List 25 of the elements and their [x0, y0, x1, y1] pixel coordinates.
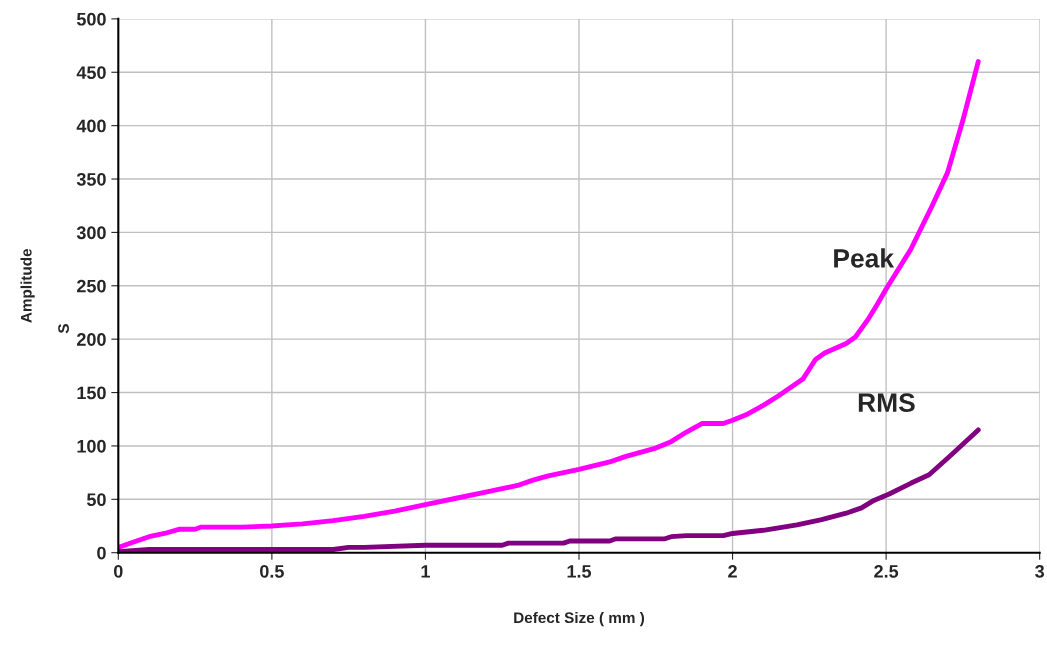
y-axis-title: Amplitude — [20, 248, 35, 323]
y-tick-label: 500 — [76, 12, 106, 26]
x-tick-label: 1 — [421, 565, 430, 578]
y-tick-label: 400 — [76, 119, 106, 133]
y-tick-label: 450 — [76, 66, 106, 79]
line-series — [118, 427, 981, 553]
y-tick-label: 300 — [76, 226, 106, 240]
x-tick-label: 0.5 — [260, 564, 284, 578]
y-tick-label: 150 — [77, 386, 106, 400]
y-tick-label: 0 — [97, 546, 106, 560]
y-tick-label: 100 — [77, 439, 106, 453]
y-tick-label: 350 — [76, 172, 106, 186]
line-series — [118, 59, 981, 550]
y-tick-label: 200 — [77, 333, 106, 346]
y-tick-label: 250 — [77, 279, 106, 293]
x-tick-label: 2 — [728, 564, 737, 578]
text: S — [58, 324, 69, 334]
y-tick-label: 50 — [86, 493, 106, 507]
x-tick-label: 3 — [1035, 564, 1045, 578]
text: RMS — [858, 393, 915, 412]
x-tick-label: 2.5 — [874, 564, 899, 578]
x-tick-label: 1.5 — [567, 565, 592, 578]
x-axis-title: Defect Size ( mm ) — [514, 611, 645, 627]
x-tick-label: 0 — [114, 564, 123, 578]
series-label: Peak — [834, 248, 895, 268]
